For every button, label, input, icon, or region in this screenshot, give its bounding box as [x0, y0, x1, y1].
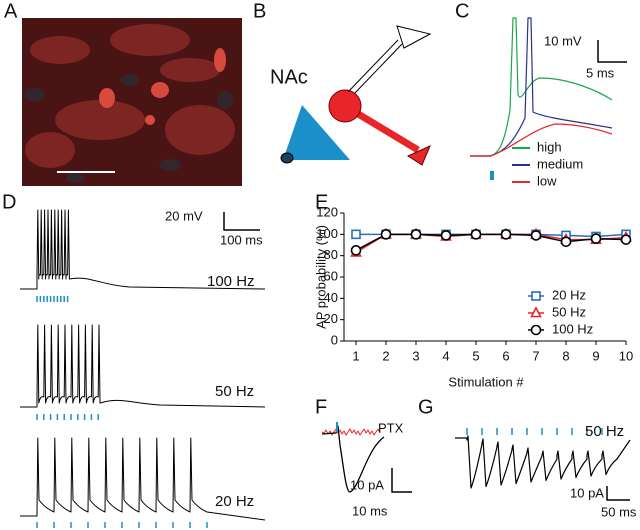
x-tick-label: 6 [502, 348, 509, 363]
series-line [355, 233, 627, 251]
marker [620, 234, 632, 245]
panel-label: D [2, 191, 16, 213]
condition-label: PTX [378, 420, 404, 435]
trace [470, 123, 613, 157]
voltage-traces [470, 17, 627, 183]
legend-marker [530, 324, 542, 336]
panel-label: C [455, 0, 469, 22]
stimulus [490, 171, 494, 180]
trace [470, 17, 613, 157]
y-tick-label: 60 [324, 268, 338, 283]
trace-label: 100 Hz [207, 273, 255, 290]
y-tick-label: 20 [324, 311, 338, 326]
marker [590, 233, 602, 244]
region-label: NAc [270, 66, 308, 88]
y-tick-label: 100 [316, 226, 338, 241]
schematic [280, 25, 432, 166]
marker [500, 229, 512, 240]
x-tick-label: 2 [382, 348, 389, 363]
chart: Stimulation # AP probability (%) 0 20 40 60… [313, 204, 633, 389]
current-train [455, 428, 631, 501]
trace [470, 17, 613, 157]
scale-label: 10 pA [350, 477, 384, 492]
condition-label: 50 Hz [585, 423, 624, 440]
y-tick-label: 80 [324, 247, 338, 262]
trace [321, 428, 381, 436]
x-tick-label: 1 [352, 348, 359, 363]
scale-label: 10 mV [544, 33, 582, 48]
trace [455, 435, 631, 489]
marker [440, 230, 452, 241]
scale-label: 10 pA [570, 485, 604, 500]
trace [223, 212, 260, 231]
legend-label: 20 Hz [552, 287, 586, 302]
legend-label: high [537, 139, 562, 154]
series-line [355, 233, 627, 254]
legend-label: 50 Hz [552, 304, 586, 319]
x-tick-label: 5 [472, 348, 479, 363]
trace-label: 20 Hz [215, 493, 254, 510]
legend-label: low [537, 173, 557, 188]
trace [20, 209, 266, 290]
marker [350, 245, 362, 256]
trace [597, 40, 627, 63]
legend-label: 100 Hz [552, 321, 593, 336]
y-axis-label: AP probability (%) [313, 225, 328, 329]
panel-label: G [418, 396, 434, 418]
marker [410, 229, 422, 240]
legend-marker [531, 291, 541, 301]
y-tick-label: 0 [331, 332, 338, 347]
marker [380, 229, 392, 240]
trace [20, 437, 266, 521]
marker [560, 236, 572, 248]
x-tick-label: 9 [592, 348, 599, 363]
panel-label: E [315, 191, 328, 213]
x-tick-label: 8 [562, 348, 569, 363]
micrograph [22, 18, 242, 186]
scale-label: 20 mV [165, 208, 203, 223]
marker [530, 230, 542, 241]
scale-label: 10 ms [352, 503, 388, 518]
scale-label: 50 ms [601, 504, 637, 519]
panel-label: A [4, 0, 18, 22]
trace [391, 468, 412, 493]
y-tick-label: 40 [324, 290, 338, 305]
x-tick-label: 10 [619, 348, 633, 363]
legend-label: medium [537, 156, 583, 171]
trace [321, 425, 385, 493]
marker [351, 229, 361, 240]
panel-label: F [315, 396, 327, 418]
panel-label: B [253, 0, 266, 22]
trace-label: 50 Hz [215, 383, 254, 400]
x-tick-label: 7 [532, 348, 539, 363]
current-traces [321, 422, 412, 493]
x-tick-label: 4 [442, 348, 449, 363]
trace [20, 324, 266, 408]
x-tick-label: 3 [412, 348, 419, 363]
x-axis-label: Stimulation # [448, 374, 524, 389]
scale-label: 100 ms [220, 232, 263, 247]
y-tick-label: 120 [316, 204, 338, 219]
scale-label: 5 ms [586, 65, 615, 80]
spike-trains [20, 209, 266, 528]
legend-marker [530, 306, 542, 318]
marker [470, 229, 482, 240]
trace [606, 486, 630, 501]
